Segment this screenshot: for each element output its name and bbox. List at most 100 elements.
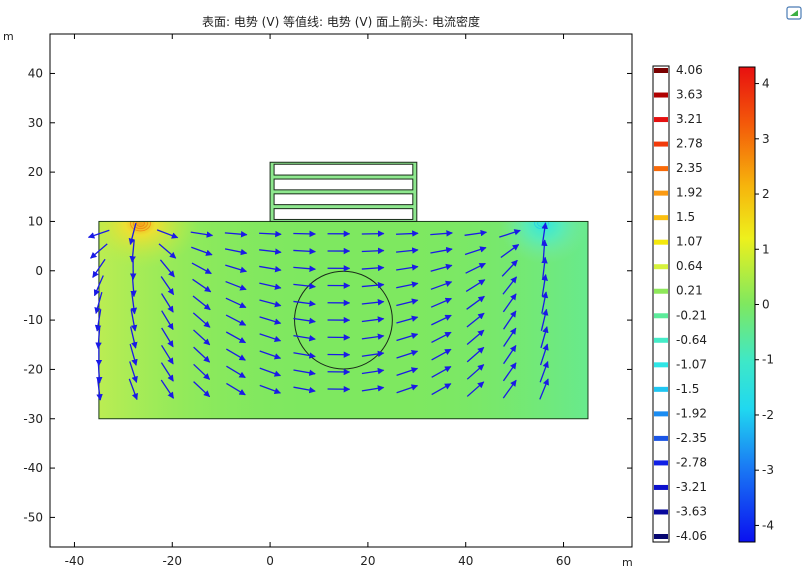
current-arrow [293,369,316,376]
current-arrow [502,362,517,382]
current-arrow [159,259,175,278]
current-density-arrows [87,222,549,401]
current-arrow [431,365,452,378]
current-arrow [540,326,549,349]
y-tick-label: 10 [28,214,43,228]
current-arrow [130,291,138,315]
current-arrow [225,280,247,291]
current-arrow [160,276,175,296]
current-arrow [259,350,282,360]
contour-legend: 4.06 3.63 3.21 2.78 2.35 1.92 1.5 1.07 0.64 0.21 -… [652,63,707,543]
current-arrow [191,262,212,275]
current-arrow [192,278,212,293]
colorbar-bar [738,66,756,543]
x-tick-label: -20 [162,554,182,568]
current-arrow [431,348,452,361]
contour-hot [130,221,151,232]
building-floor [273,163,414,176]
legend-label: 2.35 [676,161,703,175]
current-arrow [193,381,211,398]
x-tick-label: -40 [65,554,85,568]
current-arrow [225,297,247,309]
current-arrow [293,352,316,359]
legend-label: -2.78 [676,455,707,469]
legend-swatch [654,166,668,172]
y-tick-label: 40 [28,66,43,80]
current-arrow [93,275,104,297]
current-arrow [90,243,108,259]
current-arrow [226,348,246,361]
current-arrow [259,316,282,325]
current-arrow [396,315,419,324]
legend-swatch [654,509,668,515]
current-arrow [129,326,138,349]
legend-swatch [654,484,668,490]
current-arrow [466,364,485,380]
current-arrow [396,384,419,394]
legend-label: -1.5 [676,382,699,396]
current-arrow [431,314,452,326]
legend-label: 4.06 [676,63,703,77]
current-arrow [96,360,103,384]
current-arrow [293,317,316,325]
y-tick-label: -40 [23,461,43,475]
colorbar-tick-label: 3 [762,132,770,146]
current-arrow [160,362,174,382]
current-arrow [361,316,385,323]
legend-swatch [654,264,668,270]
current-arrow [225,314,247,326]
x-tick-label: 0 [266,554,274,568]
plot-title: 表面: 电势 (V) 等值线: 电势 (V) 面上箭头: 电流密度 [202,15,480,29]
current-arrow [466,312,485,328]
colorbar-tick-label: -2 [762,408,774,422]
x-tick-label: 60 [556,554,571,568]
current-arrow [160,379,175,399]
current-arrow [396,349,419,359]
current-arrow [361,333,385,340]
x-tick-label: 40 [458,554,473,568]
building [269,161,418,222]
current-arrow [259,367,282,377]
current-arrow [396,264,419,271]
current-arrow [224,230,248,238]
legend-swatch [654,68,668,73]
current-arrow [259,265,282,273]
current-arrow [158,243,177,259]
legend-label: 3.63 [676,88,703,102]
building-floor [273,178,414,191]
legend-frame [652,65,670,543]
legend-swatch [654,117,668,123]
current-arrow [129,361,138,383]
current-arrow [92,258,106,278]
legend-swatch [654,313,668,319]
legend-swatch [654,337,668,343]
colorbar-tick-label: 2 [762,187,770,201]
colorbar: 4 3 2 1 0 -1 -2 -3 -4 [738,66,774,543]
current-arrow [361,367,385,375]
contour-circle [294,270,393,370]
legend-label: -1.07 [676,357,707,371]
current-arrow [430,280,453,290]
legend-label: -3.21 [676,480,707,494]
current-arrow [539,360,549,383]
building-floor [273,193,414,206]
current-arrow [430,263,453,272]
current-arrow [94,292,103,315]
x-axis-unit: m [622,556,633,569]
current-arrow [361,350,385,358]
current-arrow [259,230,282,238]
app-logo-icon [786,6,802,20]
current-arrow [466,381,485,397]
current-arrow [499,229,521,238]
colorbar-tick-label: -3 [762,463,774,477]
colorbar-tick-label: 0 [762,298,770,312]
current-arrow [259,299,282,308]
current-arrow [396,247,419,254]
y-tick-label: -10 [23,313,43,327]
y-tick-label: -30 [23,412,43,426]
legend-swatch [654,411,668,417]
current-arrow [502,276,518,295]
legend-swatch [654,141,668,147]
current-arrow [224,248,248,256]
y-tick-label: 20 [28,165,43,179]
